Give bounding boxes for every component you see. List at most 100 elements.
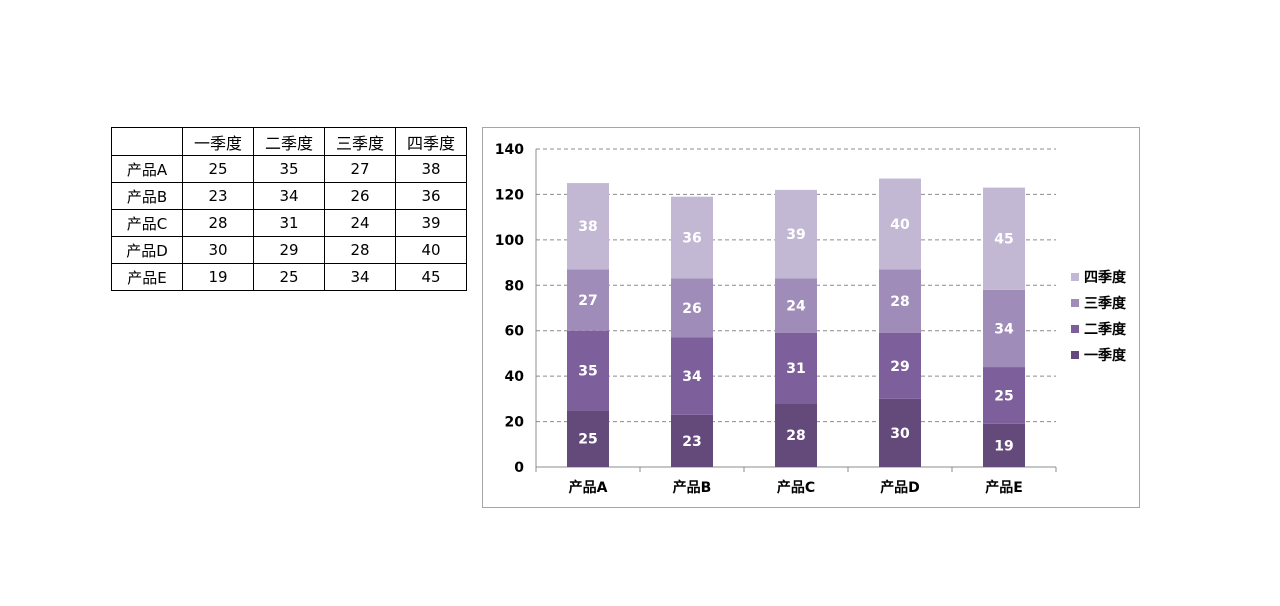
data-label: 24 (786, 299, 806, 315)
table-row: 产品E 19 25 34 45 (111, 263, 467, 291)
bar-segment (671, 414, 713, 467)
table-cell: 34 (253, 182, 325, 210)
data-label: 45 (994, 232, 1013, 248)
bar-segment (567, 269, 609, 331)
bar-segment (983, 289, 1025, 368)
table-cell: 31 (253, 209, 325, 237)
bar-segment (983, 187, 1025, 290)
bar-segment (567, 183, 609, 270)
data-label: 36 (682, 231, 701, 247)
row-label-cell: 产品B (111, 182, 183, 210)
legend-label: 二季度 (1084, 321, 1127, 338)
category-label: 产品C (777, 479, 815, 496)
row-label-cell: 产品A (111, 155, 183, 183)
table-cell: 35 (253, 155, 325, 183)
data-label: 34 (682, 369, 702, 385)
y-tick-label: 100 (495, 233, 524, 249)
table-cell: 34 (324, 263, 396, 291)
table-header-cell: 一季度 (182, 127, 254, 156)
y-tick-label: 140 (495, 142, 524, 158)
table-cell: 36 (395, 182, 467, 210)
data-label: 27 (578, 293, 597, 309)
table-header-cell: 三季度 (324, 127, 396, 156)
data-label: 35 (578, 363, 597, 379)
legend-label: 四季度 (1084, 269, 1127, 286)
table-cell: 45 (395, 263, 467, 291)
bar-segment (879, 398, 921, 467)
legend-swatch (1071, 351, 1079, 359)
data-label: 38 (578, 219, 597, 235)
table-cell: 28 (324, 236, 396, 264)
bar-segment (567, 410, 609, 467)
bar-segment (879, 269, 921, 333)
table-header-cell: 四季度 (395, 127, 467, 156)
table-cell: 38 (395, 155, 467, 183)
table-cell: 29 (253, 236, 325, 264)
category-label: 产品D (880, 479, 920, 496)
data-label: 29 (890, 359, 909, 375)
table-cell: 40 (395, 236, 467, 264)
legend-swatch (1071, 299, 1079, 307)
table-cell: 39 (395, 209, 467, 237)
table-row: 产品B 23 34 26 36 (111, 182, 467, 210)
legend-swatch (1071, 273, 1079, 281)
data-label: 25 (578, 432, 597, 448)
bar-segment (983, 367, 1025, 424)
data-label: 28 (786, 428, 805, 444)
bar-segment (775, 278, 817, 333)
data-label: 31 (786, 361, 805, 377)
data-label: 28 (890, 294, 909, 310)
table-cell: 26 (324, 182, 396, 210)
y-tick-label: 0 (514, 460, 524, 476)
data-label: 26 (682, 301, 701, 317)
bar-segment (567, 330, 609, 411)
bar-segment (671, 337, 713, 415)
row-label-cell: 产品C (111, 209, 183, 237)
data-label: 34 (994, 321, 1014, 337)
row-label-cell: 产品E (111, 263, 183, 291)
category-label: 产品A (569, 479, 608, 496)
category-label: 产品B (673, 479, 712, 496)
data-label: 30 (890, 426, 910, 442)
table-header-cell: 二季度 (253, 127, 325, 156)
data-label: 19 (994, 438, 1013, 454)
table-row: 产品D 30 29 28 40 (111, 236, 467, 264)
table-cell: 25 (253, 263, 325, 291)
data-label: 40 (890, 217, 910, 233)
stacked-bar-chart: 0 20 40 60 80 100 120 140 25 35 27 38 产品A 23 34 26 36 产品B… (482, 127, 1140, 508)
bar-segment (671, 196, 713, 279)
legend-label: 一季度 (1084, 347, 1127, 364)
category-label: 产品E (985, 479, 1023, 496)
bar-segment (879, 332, 921, 399)
table-cell: 30 (182, 236, 254, 264)
y-tick-label: 60 (505, 324, 525, 340)
table-row: 产品A 25 35 27 38 (111, 155, 467, 183)
table-cell: 27 (324, 155, 396, 183)
legend-swatch (1071, 325, 1079, 333)
bar-segment (775, 332, 817, 404)
data-label: 23 (682, 434, 701, 450)
table-row: 产品C 28 31 24 39 (111, 209, 467, 237)
table-cell: 25 (182, 155, 254, 183)
table-cell: 23 (182, 182, 254, 210)
table-header-row: 一季度 二季度 三季度 四季度 (111, 127, 467, 156)
bar-segment (983, 423, 1025, 467)
chart-svg: 0 20 40 60 80 100 120 140 25 35 27 38 产品A 23 34 26 36 产品B… (495, 142, 1127, 496)
row-label-cell: 产品D (111, 236, 183, 264)
y-tick-label: 120 (495, 187, 524, 203)
legend-label: 三季度 (1084, 295, 1127, 312)
bar-segment (775, 403, 817, 467)
data-table: 一季度 二季度 三季度 四季度 产品A 25 35 27 38 产品B 23 34 26 36 产品C 28 3… (111, 127, 467, 291)
data-label: 25 (994, 388, 1013, 404)
table-header-cell (111, 127, 183, 156)
bar-segment (879, 178, 921, 270)
bar-segment (671, 278, 713, 338)
bar-segment (775, 189, 817, 279)
table-cell: 24 (324, 209, 396, 237)
data-label: 39 (786, 227, 805, 243)
y-tick-label: 80 (505, 278, 525, 294)
y-tick-label: 40 (505, 369, 525, 385)
table-cell: 19 (182, 263, 254, 291)
table-cell: 28 (182, 209, 254, 237)
y-tick-label: 20 (505, 415, 525, 431)
